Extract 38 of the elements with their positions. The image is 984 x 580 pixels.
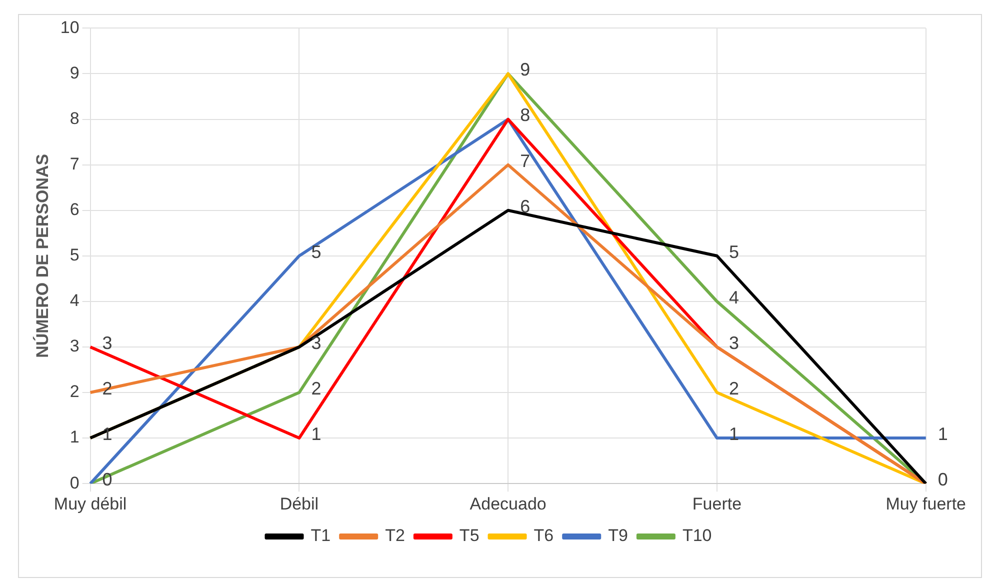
- y-tick-label: 7: [70, 154, 80, 174]
- y-tick-label: 2: [70, 382, 80, 402]
- data-label: 9: [520, 60, 530, 80]
- data-label: 3: [311, 332, 322, 353]
- x-tick-label: Muy fuerte: [886, 494, 966, 514]
- data-label: 1: [938, 424, 948, 444]
- data-label: 4: [728, 287, 739, 308]
- data-label: 0: [938, 470, 948, 490]
- data-label: 5: [728, 242, 739, 262]
- legend-label: T2: [385, 526, 405, 546]
- data-label: 2: [728, 378, 739, 398]
- legend-label: T1: [310, 526, 331, 546]
- y-tick-label: 0: [70, 473, 80, 492]
- data-label: 7: [520, 150, 530, 171]
- data-label: 5: [311, 242, 322, 262]
- data-label: 2: [311, 378, 322, 398]
- y-tick-label: 9: [70, 63, 80, 82]
- legend-label: T9: [608, 526, 628, 546]
- x-tick-label: Débil: [280, 494, 319, 514]
- y-tick-label: 8: [70, 108, 80, 128]
- legend-label: T6: [534, 526, 554, 546]
- x-tick-label: Adecuado: [470, 494, 546, 514]
- data-label: 3: [102, 332, 112, 353]
- data-label: 8: [520, 105, 530, 126]
- y-axis-title: NÚMERO DE PERSONAS: [32, 154, 52, 358]
- y-tick-label: 3: [70, 336, 80, 356]
- y-tick-label: 5: [70, 246, 80, 265]
- legend-label: T5: [459, 526, 480, 546]
- y-tick-label: 6: [70, 200, 80, 220]
- legend-label: T10: [682, 526, 712, 546]
- data-label: 3: [728, 332, 739, 353]
- y-tick-label: 10: [60, 18, 80, 37]
- data-label: 6: [520, 196, 530, 216]
- y-tick-label: 4: [70, 291, 80, 310]
- x-tick-label: Fuerte: [692, 494, 742, 514]
- data-label: 1: [311, 424, 322, 444]
- y-tick-label: 1: [70, 428, 80, 447]
- x-tick-label: Muy débil: [54, 494, 127, 514]
